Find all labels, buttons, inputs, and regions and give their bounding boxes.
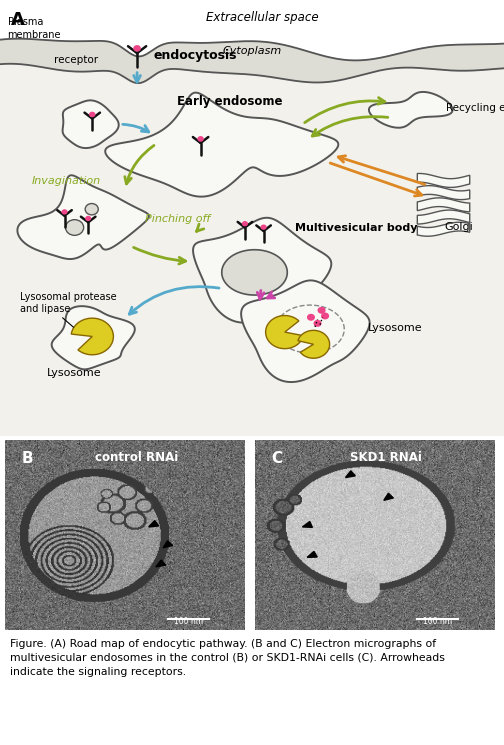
Circle shape xyxy=(133,45,141,51)
Polygon shape xyxy=(222,250,287,295)
Polygon shape xyxy=(417,222,470,236)
Text: Figure. (A) Road map of endocytic pathway. (B and C) Electron micrographs of
mul: Figure. (A) Road map of endocytic pathwa… xyxy=(10,639,445,677)
Circle shape xyxy=(242,221,248,226)
Text: Lysosome: Lysosome xyxy=(47,367,102,378)
Text: Extracellular space: Extracellular space xyxy=(206,11,319,24)
Circle shape xyxy=(318,307,326,314)
Text: B: B xyxy=(22,451,33,466)
Text: Early endosome: Early endosome xyxy=(176,95,282,108)
Text: Lysosomal protease
and lipase: Lysosomal protease and lipase xyxy=(20,292,117,314)
Polygon shape xyxy=(302,522,312,527)
Text: endocytosis: endocytosis xyxy=(154,49,237,62)
Polygon shape xyxy=(149,521,159,527)
Circle shape xyxy=(307,314,315,321)
Circle shape xyxy=(85,216,91,221)
Wedge shape xyxy=(298,330,330,358)
Polygon shape xyxy=(346,471,355,478)
Circle shape xyxy=(61,209,68,215)
Polygon shape xyxy=(193,218,331,323)
Polygon shape xyxy=(417,210,470,224)
Text: A: A xyxy=(11,11,25,29)
Polygon shape xyxy=(52,306,135,370)
Circle shape xyxy=(89,112,95,117)
Circle shape xyxy=(66,220,84,235)
Polygon shape xyxy=(384,493,394,501)
Text: receptor: receptor xyxy=(54,55,98,65)
Text: Pinching off: Pinching off xyxy=(145,215,210,224)
Polygon shape xyxy=(105,92,338,197)
Polygon shape xyxy=(307,551,317,557)
Polygon shape xyxy=(18,175,149,259)
Text: Lysosome: Lysosome xyxy=(368,323,422,333)
Text: Cytoplasm: Cytoplasm xyxy=(222,45,282,56)
Text: Golgi: Golgi xyxy=(444,222,473,232)
Text: C: C xyxy=(271,451,282,466)
Text: Invagination: Invagination xyxy=(31,176,100,186)
Text: Multivesicular body: Multivesicular body xyxy=(295,223,417,232)
Text: Recycling endosome: Recycling endosome xyxy=(446,103,504,112)
Text: Plasma
membrane: Plasma membrane xyxy=(8,17,61,39)
Circle shape xyxy=(85,203,98,215)
Text: control RNAi: control RNAi xyxy=(95,451,178,464)
Polygon shape xyxy=(417,186,470,200)
Polygon shape xyxy=(62,101,119,148)
Circle shape xyxy=(321,312,329,320)
Polygon shape xyxy=(417,174,470,188)
Polygon shape xyxy=(369,92,453,127)
Text: SKD1 RNAi: SKD1 RNAi xyxy=(350,451,422,464)
Text: 100 nm: 100 nm xyxy=(423,617,452,626)
Circle shape xyxy=(261,224,267,229)
Polygon shape xyxy=(417,198,470,212)
Circle shape xyxy=(313,320,322,327)
Polygon shape xyxy=(241,280,369,382)
Text: 100 nm: 100 nm xyxy=(173,617,203,626)
Wedge shape xyxy=(266,316,303,349)
Wedge shape xyxy=(71,318,113,355)
Polygon shape xyxy=(156,560,166,567)
Circle shape xyxy=(198,136,204,142)
Polygon shape xyxy=(163,541,173,548)
